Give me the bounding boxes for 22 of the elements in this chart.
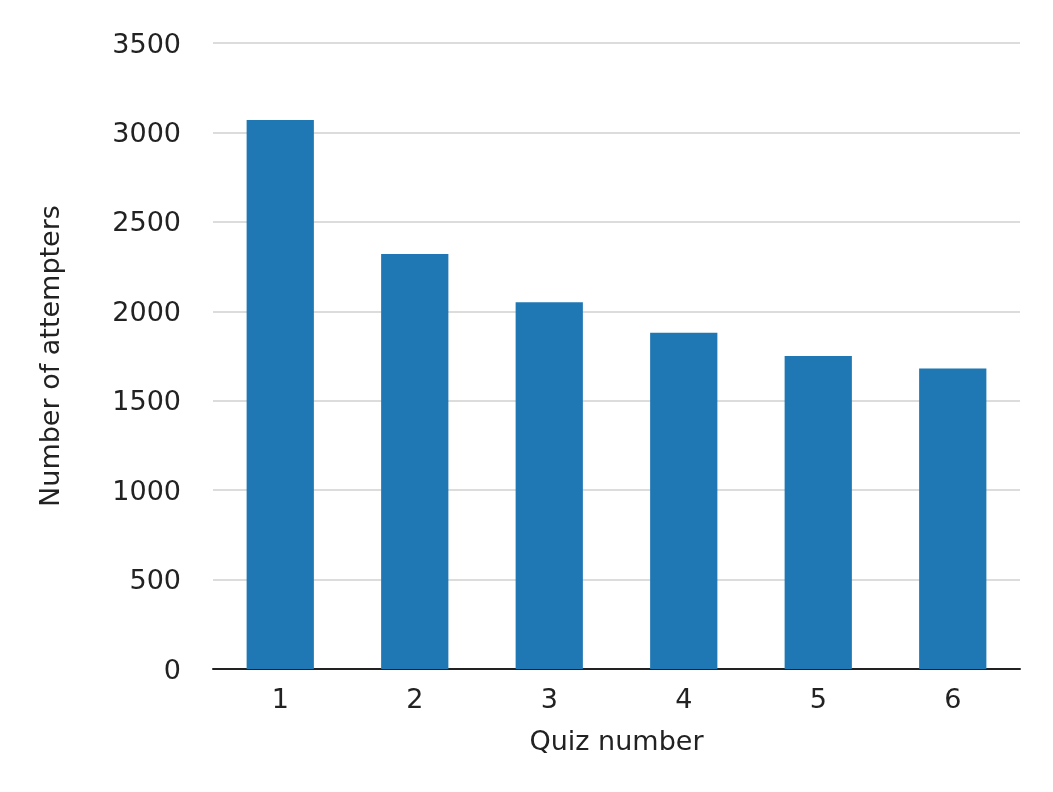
bar — [784, 356, 852, 669]
y-tick-label: 3500 — [112, 27, 181, 59]
y-tick-label: 0 — [163, 653, 181, 685]
x-tick-label: 3 — [540, 683, 558, 714]
x-axis-title: Quiz number — [529, 725, 705, 756]
y-tick-label: 1000 — [112, 474, 181, 506]
bar — [919, 368, 987, 669]
x-tick-label: 1 — [271, 683, 289, 714]
bar — [246, 119, 314, 669]
y-tick-label: 2500 — [112, 206, 181, 238]
bar — [650, 332, 718, 669]
bar — [381, 254, 449, 669]
x-tick-label: 2 — [406, 683, 424, 714]
y-axis-title: Number of attempters — [34, 205, 65, 507]
y-tick-label: 500 — [129, 564, 181, 596]
y-tick-label: 2000 — [112, 295, 181, 327]
y-tick-label: 3000 — [112, 116, 181, 148]
bar — [515, 302, 583, 669]
y-tick-label: 1500 — [112, 385, 181, 417]
x-tick-label: 6 — [944, 683, 962, 714]
x-tick-label: 5 — [809, 683, 827, 714]
x-tick-label: 4 — [675, 683, 693, 714]
